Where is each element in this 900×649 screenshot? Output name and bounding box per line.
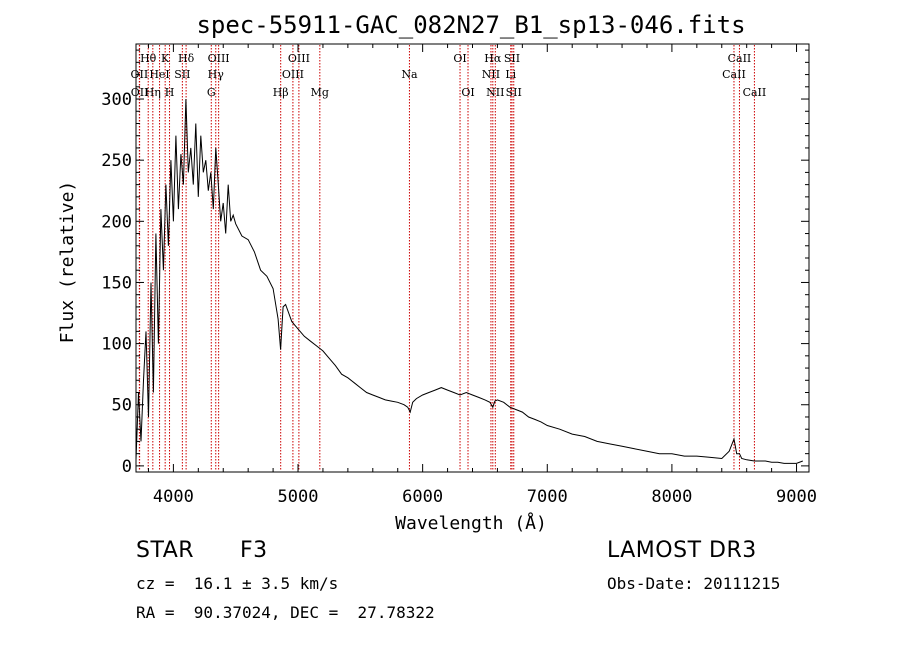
line-marker-label: Hγ — [208, 68, 225, 81]
plot-frame — [135, 43, 810, 473]
line-marker-label: SII — [506, 86, 522, 99]
y-tick-label: 150 — [101, 273, 132, 293]
x-tick-label: 5000 — [278, 487, 319, 507]
chart-title: spec-55911-GAC_082N27_B1_sp13-046.fits — [196, 11, 745, 39]
x-axis-ticks: 4000 5000 6000 7000 8000 9000 — [147, 44, 817, 507]
redshift-value: cz = 16.1 ± 3.5 km/s — [136, 574, 339, 593]
spectrum-line — [135, 98, 803, 464]
line-marker-label: Hθ — [140, 52, 157, 65]
line-marker-label: OIII — [282, 68, 304, 81]
line-marker-label: CaII — [728, 52, 752, 65]
x-tick-label: 7000 — [527, 487, 568, 507]
y-tick-label: 100 — [101, 335, 132, 355]
line-marker-label: NII — [486, 86, 504, 99]
line-marker-label: CaII — [722, 68, 746, 81]
line-marker-label: H — [165, 86, 175, 99]
y-tick-label: 200 — [101, 212, 132, 232]
object-type: STAR — [136, 538, 195, 563]
x-tick-label: 4000 — [153, 487, 194, 507]
line-marker-label: OI — [453, 52, 466, 65]
y-tick-label: 300 — [101, 90, 132, 110]
line-marker-label: Hα — [484, 52, 502, 65]
y-axis-label: Flux (relative) — [57, 181, 78, 344]
line-markers — [138, 45, 755, 471]
line-marker-label: Hβ — [273, 86, 289, 99]
y-axis-ticks: 0 50 100 150 200 250 300 — [101, 49, 809, 477]
line-marker-label: K — [161, 52, 170, 65]
line-marker-label: Hδ — [178, 52, 195, 65]
y-tick-label: 250 — [101, 151, 132, 171]
y-tick-label: 0 — [122, 457, 132, 477]
object-subclass: F3 — [240, 538, 268, 563]
line-marker-label: Mg — [311, 86, 329, 99]
x-tick-label: 6000 — [402, 487, 443, 507]
spectrum-series — [135, 98, 803, 464]
survey-name: LAMOST DR3 — [607, 538, 757, 563]
x-tick-label: 8000 — [651, 487, 692, 507]
obs-date: Obs-Date: 20111215 — [607, 574, 781, 593]
line-marker-label: SII — [504, 52, 520, 65]
line-marker-label: SII — [174, 68, 190, 81]
line-marker-label: Hη — [145, 86, 161, 99]
line-marker-label: NII — [482, 68, 500, 81]
line-marker-label: OIII — [208, 52, 230, 65]
line-marker-label: G — [207, 86, 216, 99]
y-tick-label: 50 — [112, 396, 132, 416]
line-marker-label: CaII — [743, 86, 767, 99]
line-marker-label: HeI — [149, 68, 169, 81]
line-marker-label: OI — [461, 86, 474, 99]
line-marker-label: Na — [401, 68, 418, 81]
x-tick-label: 9000 — [776, 487, 817, 507]
line-marker-label: OIII — [288, 52, 310, 65]
x-axis-label: Wavelength (Å) — [395, 512, 547, 534]
line-marker-label: OII — [131, 86, 149, 99]
coordinates: RA = 90.37024, DEC = 27.78322 — [136, 603, 435, 622]
line-marker-label: Li — [505, 68, 516, 81]
